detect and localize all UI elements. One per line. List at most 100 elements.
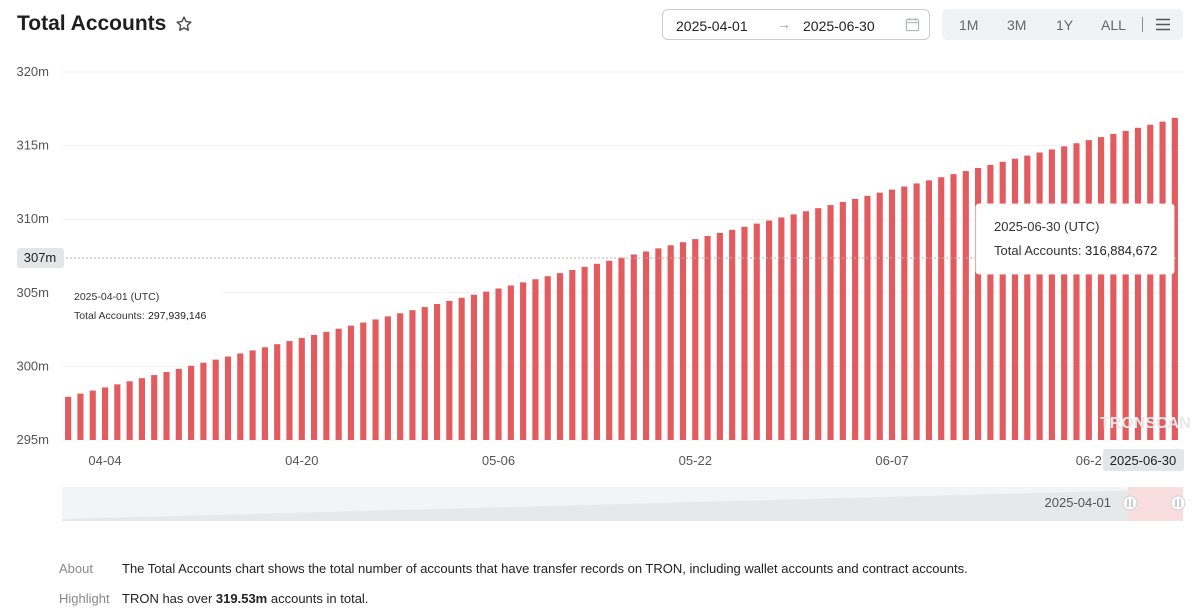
chart-bar[interactable] <box>888 189 896 440</box>
chart-bar[interactable] <box>65 396 72 440</box>
chart-bar[interactable] <box>212 359 219 440</box>
chart-bar[interactable] <box>729 229 736 440</box>
chart-bar[interactable] <box>224 356 232 440</box>
chart-bar[interactable] <box>397 313 404 440</box>
chart-bar[interactable] <box>1011 158 1019 440</box>
chart-bar[interactable] <box>962 171 969 440</box>
chart-bar[interactable] <box>753 223 760 440</box>
range-all-button[interactable]: ALL <box>1101 17 1126 33</box>
chart-bar[interactable] <box>188 365 195 440</box>
chart-bar[interactable] <box>1122 130 1129 440</box>
chart-bar[interactable] <box>138 378 145 440</box>
slider-handle-right[interactable] <box>1170 495 1186 511</box>
range-1m-button[interactable]: 1M <box>959 17 979 33</box>
chart-bar[interactable] <box>1098 137 1105 440</box>
date-range-picker[interactable]: 2025-04-01 → 2025-06-30 <box>662 9 930 40</box>
chart-bar[interactable] <box>864 195 871 440</box>
chart-bar[interactable] <box>593 263 600 440</box>
chart-bar[interactable] <box>126 381 133 440</box>
chart-bar[interactable] <box>913 183 920 440</box>
chart-bar[interactable] <box>606 260 613 440</box>
chart-bar[interactable] <box>200 362 207 440</box>
chart-bar[interactable] <box>274 344 281 440</box>
chart-bar[interactable] <box>975 167 982 440</box>
chart-bar[interactable] <box>323 331 330 440</box>
chart-bar[interactable] <box>520 282 527 440</box>
range-1y-button[interactable]: 1Y <box>1056 17 1074 33</box>
chart-bar[interactable] <box>544 276 551 440</box>
chart-bar[interactable] <box>101 387 109 440</box>
chart-bar[interactable] <box>114 384 121 440</box>
chart-bar[interactable] <box>1159 121 1166 441</box>
chart-bar[interactable] <box>409 310 416 440</box>
chart-bar[interactable] <box>741 226 748 440</box>
chart-bar[interactable] <box>790 214 797 440</box>
chart-bar[interactable] <box>667 245 674 440</box>
chart-bar[interactable] <box>692 239 699 440</box>
chart-bar[interactable] <box>249 350 256 440</box>
chart-bar[interactable] <box>1073 143 1080 441</box>
chart-bar[interactable] <box>77 393 84 440</box>
chart-bar[interactable] <box>298 337 305 440</box>
chart-bar[interactable] <box>839 201 846 440</box>
chart-bar[interactable] <box>716 232 723 440</box>
chart-bar[interactable] <box>483 291 490 440</box>
chart-bar[interactable] <box>433 303 441 440</box>
zoom-slider[interactable]: 2025-04-01 <box>62 487 1186 521</box>
chart-bar[interactable] <box>1134 127 1142 440</box>
end-date-input[interactable]: 2025-06-30 <box>803 18 875 34</box>
chart-bar[interactable] <box>347 325 355 440</box>
chart-bar[interactable] <box>802 211 810 440</box>
chart-bar[interactable] <box>458 297 465 440</box>
chart-bar[interactable] <box>618 257 625 440</box>
chart-bar[interactable] <box>1171 117 1178 441</box>
chart-bar[interactable] <box>89 390 96 440</box>
chart-bar[interactable] <box>643 251 650 440</box>
chart-bar[interactable] <box>852 198 859 440</box>
chart-bar[interactable] <box>987 164 994 440</box>
chart-bar[interactable] <box>901 186 908 440</box>
calendar-icon[interactable] <box>905 17 920 32</box>
chart-bar[interactable] <box>360 322 367 440</box>
chart-bar[interactable] <box>1147 124 1154 440</box>
menu-icon[interactable] <box>1156 18 1170 31</box>
chart-bar[interactable] <box>446 300 453 440</box>
chart-bar[interactable] <box>261 347 268 440</box>
chart-bar[interactable] <box>1110 133 1117 440</box>
chart-bar[interactable] <box>630 254 637 440</box>
chart-bar[interactable] <box>925 180 932 440</box>
chart-bar[interactable] <box>1048 149 1055 440</box>
start-date-input[interactable]: 2025-04-01 <box>676 18 748 34</box>
chart-bar[interactable] <box>778 217 785 440</box>
chart-bar[interactable] <box>151 375 158 440</box>
chart-bar[interactable] <box>421 307 428 440</box>
chart-bar[interactable] <box>704 235 711 440</box>
chart-bar[interactable] <box>1024 155 1031 441</box>
chart-bar[interactable] <box>827 205 834 440</box>
chart-bar[interactable] <box>311 334 318 440</box>
chart-bar[interactable] <box>950 174 957 440</box>
chart-bar[interactable] <box>286 341 293 440</box>
chart-bar[interactable] <box>1061 146 1068 440</box>
chart-bar[interactable] <box>1036 152 1043 440</box>
chart-bar[interactable] <box>237 353 244 440</box>
chart-bar[interactable] <box>581 266 588 440</box>
chart-bar[interactable] <box>495 288 502 440</box>
chart-bar[interactable] <box>655 248 662 440</box>
chart-bar[interactable] <box>815 208 822 440</box>
chart-bar[interactable] <box>938 177 945 440</box>
chart-bar[interactable] <box>163 371 170 440</box>
chart-bar[interactable] <box>999 161 1006 441</box>
chart-bar[interactable] <box>175 368 182 440</box>
chart-bar[interactable] <box>470 294 478 440</box>
slider-handle-left[interactable] <box>1122 495 1138 511</box>
chart-bar[interactable] <box>765 220 773 440</box>
chart-bar[interactable] <box>569 269 576 440</box>
chart-bar[interactable] <box>372 319 379 440</box>
chart-bar[interactable] <box>507 285 514 440</box>
range-3m-button[interactable]: 3M <box>1007 17 1027 33</box>
chart-bar[interactable] <box>556 273 564 440</box>
star-icon[interactable] <box>175 15 193 33</box>
chart-bar[interactable] <box>1085 140 1092 440</box>
chart-bar[interactable] <box>384 316 391 440</box>
